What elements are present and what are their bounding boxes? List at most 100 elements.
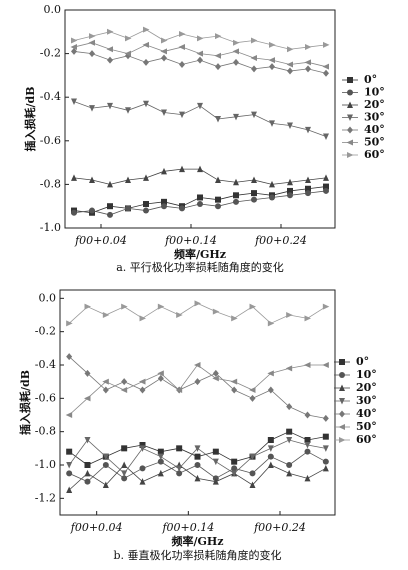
marker bbox=[89, 176, 95, 184]
caption: a. 平行极化功率损耗随角度的变化 bbox=[116, 260, 284, 274]
legend-label: 50° bbox=[356, 420, 377, 433]
legend-marker bbox=[347, 89, 353, 96]
marker bbox=[249, 470, 256, 477]
plot-frame bbox=[59, 289, 336, 516]
marker bbox=[231, 315, 238, 322]
marker bbox=[84, 369, 91, 377]
marker bbox=[214, 52, 221, 59]
marker bbox=[102, 378, 109, 385]
marker bbox=[232, 48, 239, 55]
marker bbox=[139, 386, 146, 394]
y-tick-label: -0.6 bbox=[40, 134, 61, 147]
marker bbox=[66, 320, 73, 327]
legend-marker bbox=[347, 77, 353, 83]
marker bbox=[286, 61, 293, 68]
marker bbox=[157, 303, 165, 310]
marker bbox=[178, 44, 185, 51]
marker bbox=[267, 320, 275, 327]
y-tick-label: -0.8 bbox=[40, 177, 61, 190]
marker bbox=[197, 201, 203, 208]
marker bbox=[160, 48, 167, 55]
marker bbox=[139, 465, 146, 472]
marker bbox=[89, 207, 95, 214]
marker bbox=[267, 445, 274, 452]
marker bbox=[125, 205, 131, 212]
marker bbox=[322, 362, 329, 368]
marker bbox=[212, 308, 220, 315]
legend-label: 60° bbox=[364, 148, 385, 161]
y-tick-label: 0.0 bbox=[44, 3, 62, 16]
marker bbox=[107, 180, 113, 188]
marker bbox=[107, 56, 113, 64]
marker bbox=[215, 33, 222, 40]
marker bbox=[84, 462, 91, 468]
x-tick-label: f00+0.14 bbox=[161, 521, 214, 534]
marker bbox=[212, 458, 219, 466]
marker bbox=[197, 194, 203, 201]
legend-marker bbox=[339, 437, 346, 443]
marker bbox=[139, 445, 146, 452]
marker bbox=[194, 445, 201, 452]
marker bbox=[161, 109, 167, 116]
marker bbox=[175, 387, 183, 393]
marker bbox=[102, 453, 109, 461]
legend-marker bbox=[339, 398, 345, 405]
marker bbox=[251, 190, 257, 197]
legend-label: 0° bbox=[364, 73, 377, 86]
legend-marker bbox=[339, 410, 345, 418]
marker bbox=[267, 453, 274, 460]
marker bbox=[251, 111, 257, 119]
marker bbox=[323, 187, 329, 194]
y-tick-label: -0.6 bbox=[35, 391, 56, 404]
marker bbox=[304, 59, 311, 66]
marker bbox=[71, 47, 77, 55]
marker bbox=[212, 448, 219, 455]
marker bbox=[322, 458, 329, 465]
x-tick-label: f00+0.24 bbox=[253, 521, 306, 534]
marker bbox=[71, 37, 78, 44]
marker bbox=[89, 105, 95, 112]
marker bbox=[89, 33, 96, 40]
y-tick-label: 0.0 bbox=[39, 291, 57, 304]
marker bbox=[322, 464, 329, 472]
y-tick-label: -0.4 bbox=[40, 90, 61, 103]
marker bbox=[212, 375, 219, 382]
marker bbox=[107, 102, 113, 110]
marker bbox=[139, 478, 146, 485]
marker bbox=[197, 165, 203, 173]
marker bbox=[233, 58, 239, 66]
legend-marker bbox=[346, 139, 353, 146]
marker bbox=[161, 203, 167, 210]
marker bbox=[66, 448, 73, 455]
marker bbox=[196, 50, 203, 57]
marker bbox=[84, 303, 91, 310]
marker bbox=[304, 437, 311, 443]
marker bbox=[139, 315, 146, 322]
marker bbox=[233, 113, 239, 121]
marker bbox=[107, 28, 114, 35]
marker bbox=[212, 478, 219, 485]
marker bbox=[250, 54, 257, 61]
marker bbox=[305, 65, 311, 73]
marker bbox=[269, 41, 276, 48]
marker bbox=[197, 102, 203, 110]
marker bbox=[322, 414, 329, 422]
marker bbox=[305, 126, 311, 134]
marker bbox=[107, 211, 113, 218]
legend-label: 30° bbox=[364, 111, 385, 124]
marker bbox=[323, 183, 329, 190]
marker bbox=[139, 442, 146, 448]
marker bbox=[233, 178, 239, 186]
marker bbox=[231, 465, 238, 472]
marker bbox=[194, 362, 201, 368]
marker bbox=[323, 41, 330, 48]
marker bbox=[286, 428, 293, 435]
marker bbox=[179, 30, 186, 37]
marker bbox=[249, 387, 256, 393]
marker bbox=[194, 300, 201, 307]
marker bbox=[322, 445, 329, 452]
marker bbox=[121, 378, 128, 386]
marker bbox=[84, 478, 91, 485]
marker bbox=[286, 437, 293, 444]
